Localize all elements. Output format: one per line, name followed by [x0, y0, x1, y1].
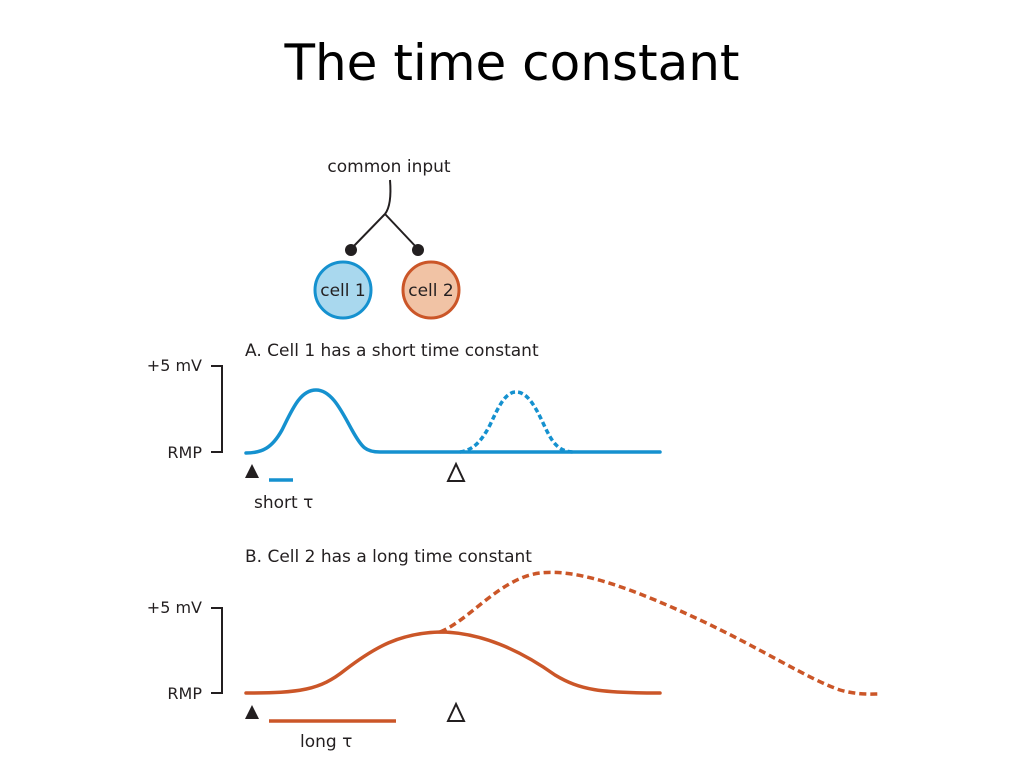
synapse-dot-left — [345, 244, 357, 256]
cell-2-circle — [401, 260, 461, 320]
panel-a-y-bottom-label: RMP — [167, 443, 202, 462]
panel-b-second-response-trace — [439, 570, 881, 696]
cell-1-label: cell 1 — [320, 281, 365, 301]
panel-b-stimulus-1-marker — [245, 705, 259, 719]
cell-2-label: cell 2 — [408, 281, 453, 301]
panel-a-trace — [244, 388, 662, 455]
panel-b-label: B. Cell 2 has a long time constant — [245, 547, 532, 567]
panel-a-stimulus-1-marker — [245, 464, 259, 478]
input-stem — [384, 179, 392, 215]
panel-a-scale-bracket — [211, 365, 223, 453]
cell-1-circle — [313, 260, 373, 320]
slide-title: The time constant — [284, 34, 740, 92]
panel-b-y-bottom-label: RMP — [167, 684, 202, 703]
panel-a-stimulus-2-marker — [446, 461, 466, 482]
input-branch-right — [384, 213, 419, 250]
panel-a-y-top-label: +5 mV — [147, 356, 202, 375]
synapse-dot-right — [412, 244, 424, 256]
common-input-label: common input — [327, 157, 451, 177]
panel-a-label: A. Cell 1 has a short time constant — [245, 341, 539, 361]
panel-b-stimulus-2-marker — [446, 701, 466, 722]
panel-a-tau-label: short τ — [254, 493, 313, 513]
panel-b-scale-bracket — [211, 607, 223, 694]
panel-b-trace — [244, 630, 662, 695]
panel-a-second-response-trace — [459, 390, 575, 454]
input-branch-left — [350, 213, 386, 250]
panel-b-y-top-label: +5 mV — [147, 598, 202, 617]
panel-b-tau-label: long τ — [300, 732, 352, 752]
